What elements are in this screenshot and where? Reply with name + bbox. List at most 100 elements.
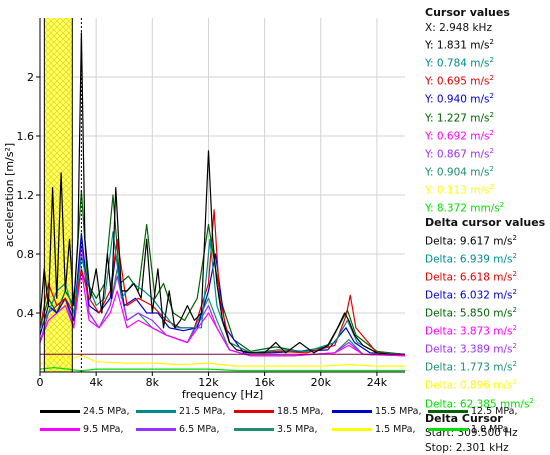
legend-label: 12.5 MPa, bbox=[471, 405, 518, 417]
cursor-y-row-exponent: 2 bbox=[489, 146, 494, 155]
legend-item: 3.5 MPa, bbox=[234, 422, 317, 436]
cursor-y-row-exponent: 2 bbox=[489, 74, 494, 83]
x-tick-label: 24k bbox=[367, 376, 388, 389]
legend-swatch bbox=[40, 409, 80, 413]
delta-value-row-exponent: 2 bbox=[512, 324, 517, 333]
y-tick-label: 1.6 bbox=[17, 130, 35, 143]
delta-value-row-exponent: 2 bbox=[512, 306, 517, 315]
legend-swatch bbox=[428, 427, 468, 431]
delta-cursor-title: Delta Cursor bbox=[425, 411, 503, 425]
cursor-y-row-text: Y: 0.867 m/s bbox=[425, 148, 490, 161]
legend: 24.5 MPa, 21.5 MPa, 18.5 MPa, 15.5 MPa, 12.5… bbox=[40, 404, 540, 438]
delta-value-row-exponent: 2 bbox=[512, 378, 517, 387]
delta-value-row-exponent: 2 bbox=[512, 288, 517, 296]
series-line bbox=[40, 367, 405, 372]
x-tick-label: 8k bbox=[146, 376, 160, 389]
delta-value-row: Delta: 6.618 m/s2 bbox=[425, 267, 548, 285]
legend-item: 24.5 MPa, bbox=[40, 404, 130, 418]
legend-item: 12.5 MPa, bbox=[428, 404, 518, 418]
delta-value-row: Delta: 5.850 m/s2 bbox=[425, 303, 548, 321]
cursor-y-row-text: Y: 0.692 m/s bbox=[425, 130, 490, 143]
y-tick-label: 0.4 bbox=[17, 307, 35, 320]
cursor-y-row-text: Y: 1.227 m/s bbox=[425, 112, 490, 125]
delta-value-row-text: Delta: 6.032 m/s bbox=[425, 289, 513, 302]
cursor-y-row: Y: 1.227 m/s2 bbox=[425, 108, 548, 126]
cursor-y-row: Y: 0.940 m/s2 bbox=[425, 89, 548, 107]
cursor-y-row-exponent: 2 bbox=[489, 56, 494, 65]
cursor-y-row-text: Y: 0.695 m/s bbox=[425, 75, 490, 88]
x-axis-label: frequency [Hz] bbox=[182, 388, 263, 401]
delta-value-row-exponent: 2 bbox=[512, 251, 517, 260]
x-tick-label: 4k bbox=[89, 376, 103, 389]
series-line bbox=[40, 32, 405, 355]
legend-label: 6.5 MPa, bbox=[179, 423, 220, 435]
legend-label: 24.5 MPa, bbox=[83, 405, 130, 417]
delta-value-row-exponent: 2 bbox=[512, 269, 517, 278]
cursor-y-row-text: Y: 0.904 m/s bbox=[425, 166, 490, 179]
cursor-y-row-exponent: 2 bbox=[489, 38, 494, 47]
cursor-y-row-exponent: 2 bbox=[489, 128, 494, 137]
delta-value-row: Delta: 1.773 m/s2 bbox=[425, 357, 548, 375]
delta-value-row-text: Delta: 1.773 m/s bbox=[425, 361, 513, 374]
y-tick-label: 0.8 bbox=[17, 248, 35, 261]
delta-value-row-text: Delta: 3.873 m/s bbox=[425, 325, 513, 338]
legend-swatch bbox=[428, 409, 468, 413]
delta-value-row-text: Delta: 6.618 m/s bbox=[425, 271, 513, 284]
legend-label: 21.5 MPa, bbox=[179, 405, 226, 417]
series-line bbox=[40, 232, 405, 355]
legend-label: 18.5 MPa, bbox=[277, 405, 324, 417]
x-tick-label: 20k bbox=[311, 376, 332, 389]
delta-value-row: Delta: 3.873 m/s2 bbox=[425, 321, 548, 339]
series-line bbox=[40, 190, 405, 355]
cursor-y-row-exponent: 2 bbox=[489, 110, 494, 119]
delta-value-row-text: Delta: 5.850 m/s bbox=[425, 307, 513, 320]
cursor-y-row-exponent: 2 bbox=[489, 182, 494, 191]
series-line bbox=[40, 231, 405, 355]
cursor-panel: Cursor values X: 2.948 kHz Y: 1.831 m/s2… bbox=[425, 6, 548, 454]
legend-item: 15.5 MPa, bbox=[332, 404, 422, 418]
series-line bbox=[40, 243, 405, 357]
cursor-values-title: Cursor values bbox=[425, 6, 510, 19]
delta-value-row-text: Delta: 9.617 m/s bbox=[425, 235, 513, 248]
legend-item: 21.5 MPa, bbox=[136, 404, 226, 418]
legend-label: 1.0 MPa bbox=[471, 423, 509, 435]
series-line bbox=[40, 354, 405, 367]
cursor-y-row-text: Y: 1.831 m/s bbox=[425, 39, 490, 52]
delta-cursor-band bbox=[44, 18, 73, 372]
delta-value-row-exponent: 2 bbox=[529, 396, 534, 405]
cursor-y-row: Y: 0.784 m/s2 bbox=[425, 53, 548, 71]
cursor-y-row-exponent: 2 bbox=[489, 92, 494, 101]
legend-item: 18.5 MPa, bbox=[234, 404, 324, 418]
delta-value-row-text: Delta: 0.896 m/s bbox=[425, 379, 513, 392]
legend-swatch bbox=[332, 409, 372, 413]
y-tick-label: 1.2 bbox=[17, 189, 35, 202]
delta-value-row: Delta: 6.939 m/s2 bbox=[425, 249, 548, 267]
cursor-y-row: Y: 0.695 m/s2 bbox=[425, 71, 548, 89]
cursor-y-values: Y: 1.831 m/s2 Y: 0.784 m/s2 Y: 0.695 m/s2 Y… bbox=[425, 35, 548, 216]
delta-value-row-exponent: 2 bbox=[512, 233, 517, 242]
delta-value-row: Delta: 0.896 m/s2 bbox=[425, 375, 548, 393]
delta-value-row-text: Delta: 3.389 m/s bbox=[425, 343, 513, 356]
delta-value-row: Delta: 9.617 m/s2 bbox=[425, 231, 548, 249]
cursor-y-row-exponent: 2 bbox=[499, 201, 505, 210]
legend-label: 1.5 MPa, bbox=[375, 423, 416, 435]
cursor-y-row: Y: 1.831 m/s2 bbox=[425, 35, 548, 53]
legend-label: 3.5 MPa, bbox=[277, 423, 318, 435]
delta-value-row-exponent: 2 bbox=[512, 360, 517, 369]
legend-swatch bbox=[40, 427, 80, 431]
cursor-y-row-text: Y: 8.372 mm/s bbox=[425, 202, 500, 215]
delta-value-row-text: Delta: 6.939 m/s bbox=[425, 253, 513, 266]
delta-cursor-values-title: Delta cursor values bbox=[425, 216, 546, 230]
x-tick-label: 0 bbox=[37, 376, 44, 389]
delta-value-row-text: Delta: 62.385 mm/s bbox=[425, 398, 530, 411]
x-tick-label: 16k bbox=[254, 376, 275, 389]
legend-label: 9.5 MPa, bbox=[83, 423, 124, 435]
legend-swatch bbox=[234, 427, 274, 431]
delta-values: Delta: 9.617 m/s2 Delta: 6.939 m/s2 Delta:… bbox=[425, 231, 548, 412]
legend-swatch bbox=[234, 409, 274, 413]
cursor-y-row: Y: 0.867 m/s2 bbox=[425, 144, 548, 162]
y-axis-label: acceleration [m/s²] bbox=[3, 143, 16, 247]
cursor-y-row-exponent: 2 bbox=[489, 164, 494, 173]
delta-value-row: Delta: 62.385 mm/s2 bbox=[425, 394, 548, 412]
cursor-y-row: Y: 0.113 m/s2 bbox=[425, 180, 548, 198]
